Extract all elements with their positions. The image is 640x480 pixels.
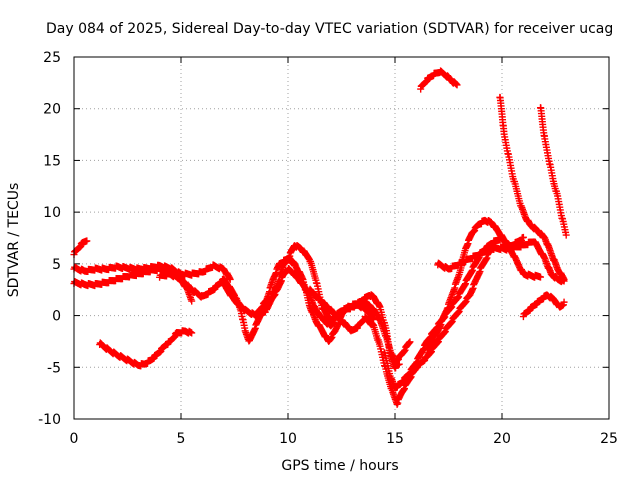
series-s1 — [70, 237, 91, 259]
series-s14 — [537, 104, 570, 239]
x-tick-label: 25 — [600, 431, 618, 447]
data-point — [537, 273, 545, 281]
series-s15 — [519, 291, 568, 321]
series-s13 — [496, 93, 568, 283]
y-tick-label: -10 — [38, 412, 61, 428]
x-tick-label: 20 — [493, 431, 511, 447]
data-point — [504, 245, 512, 253]
data-point — [560, 275, 568, 283]
series-s10 — [423, 216, 568, 357]
data-series — [70, 67, 570, 408]
x-tick-label: 5 — [177, 431, 186, 447]
data-point — [83, 237, 91, 245]
y-tick-label: 15 — [43, 153, 61, 169]
y-tick-label: 25 — [43, 50, 61, 66]
y-axis-label: SDTVAR / TECUs — [6, 183, 22, 298]
data-point — [562, 231, 570, 239]
y-tick-label: 5 — [52, 257, 61, 273]
x-axis-label: GPS time / hours — [281, 458, 398, 474]
chart-title: Day 084 of 2025, Sidereal Day-to-day VTE… — [46, 21, 613, 37]
data-point — [188, 297, 196, 305]
data-point — [519, 233, 527, 241]
x-tick-label: 15 — [386, 431, 404, 447]
data-point — [395, 360, 403, 368]
data-point — [406, 338, 414, 346]
data-point — [560, 298, 568, 306]
y-tick-label: -5 — [47, 360, 61, 376]
y-tick-label: 0 — [52, 309, 61, 325]
x-tick-label: 0 — [70, 431, 79, 447]
data-point — [453, 81, 461, 89]
plot-frame — [73, 56, 610, 420]
x-tick-label: 10 — [279, 431, 297, 447]
series-s4 — [96, 327, 196, 370]
series-s6 — [220, 254, 414, 366]
series-s7 — [252, 241, 403, 372]
y-tick-label: 10 — [43, 205, 61, 221]
series-s11 — [434, 243, 512, 273]
y-tick-label: 20 — [43, 102, 61, 118]
series-s12 — [417, 67, 461, 93]
data-point — [188, 329, 196, 337]
